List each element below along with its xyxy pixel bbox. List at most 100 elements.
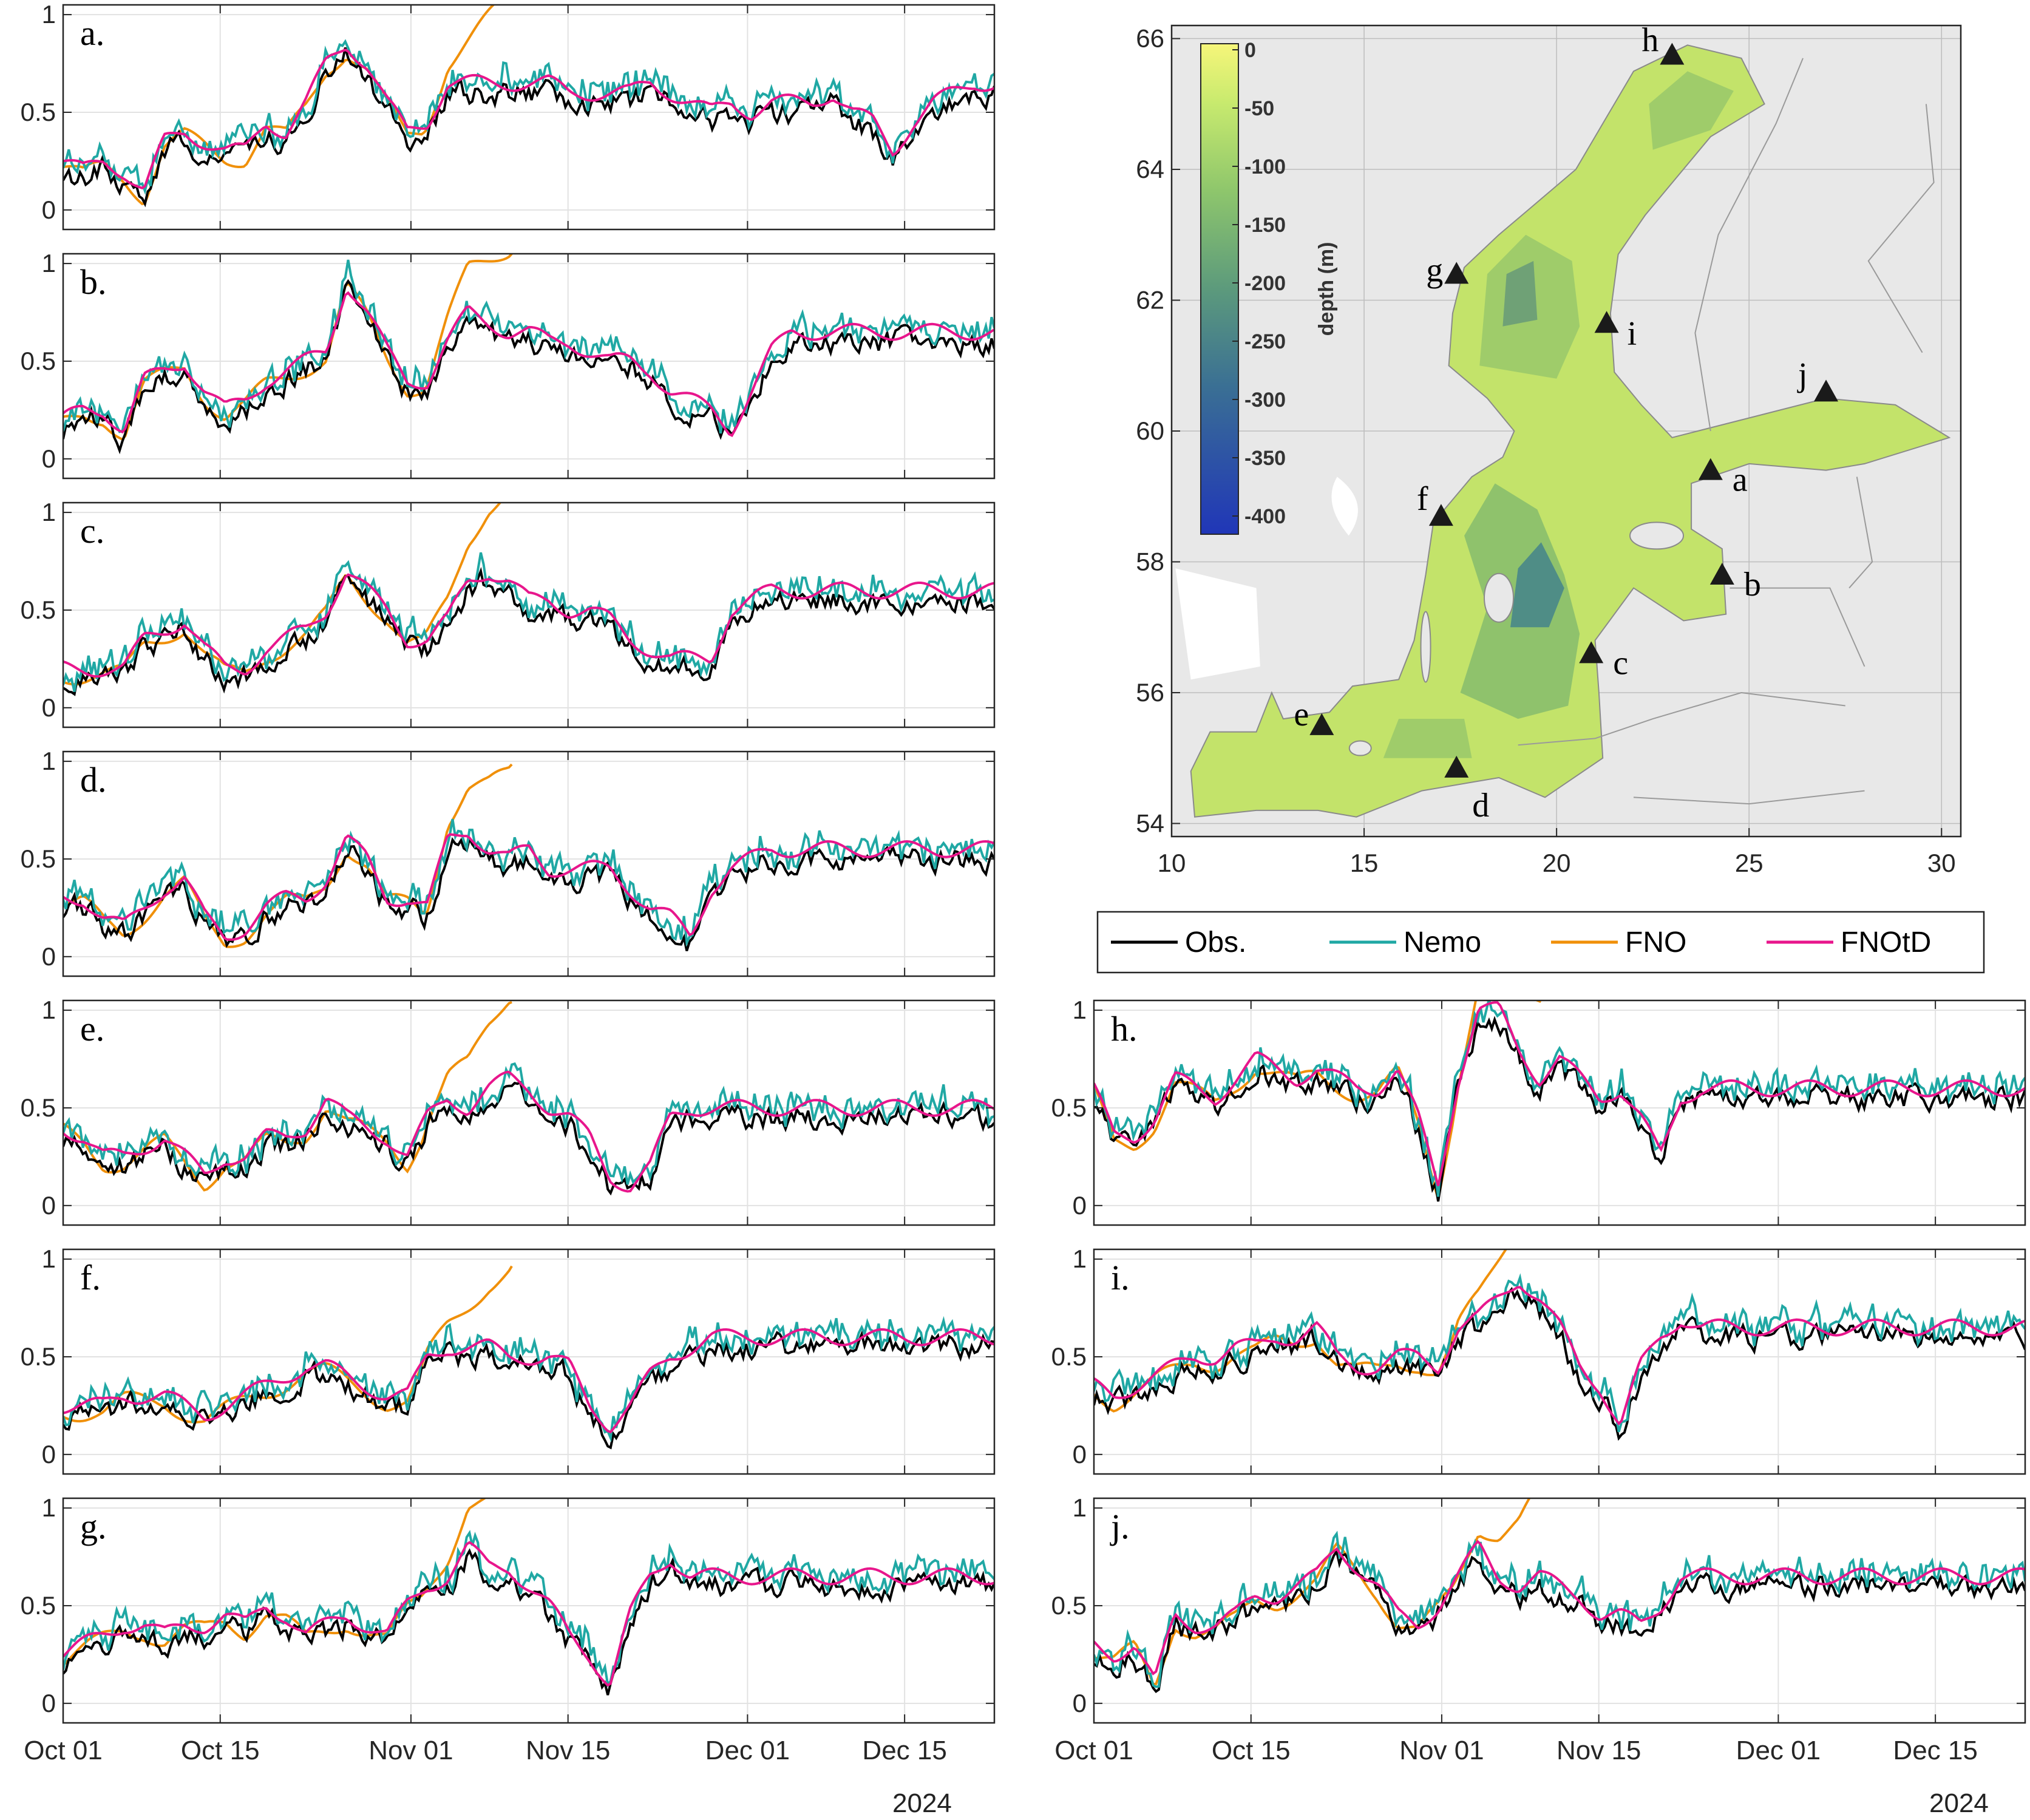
colorbar-tick-label: -200 — [1244, 272, 1286, 295]
station-label-c: c — [1613, 644, 1628, 682]
series-fnotd — [1094, 1001, 2025, 1186]
country-border — [1633, 790, 1865, 805]
station-marker-g — [1444, 262, 1469, 284]
axes-frame — [62, 501, 996, 728]
island-gotland — [1484, 572, 1515, 623]
y-tick-label: 1 — [42, 1493, 56, 1522]
map-x-tick-label: 15 — [1350, 849, 1379, 877]
axes-frame — [62, 1497, 996, 1724]
colorbar-tick-label: -400 — [1244, 505, 1286, 528]
series-obs — [1094, 1286, 2025, 1441]
y-tick-label: 1 — [1073, 1244, 1087, 1273]
sea-basin — [1510, 542, 1564, 628]
series-obs — [63, 279, 994, 455]
panel-label: i. — [1111, 1258, 1130, 1297]
x-tick-label: Oct 15 — [1212, 1736, 1291, 1765]
legend-label-nemo: Nemo — [1404, 926, 1481, 959]
y-tick-label: 0.5 — [21, 1093, 56, 1122]
island-bornholm — [1348, 740, 1372, 756]
y-tick-label: 0 — [42, 195, 56, 224]
series-nemo — [1094, 1273, 2025, 1433]
legend-label-fnotd: FNOtD — [1841, 926, 1931, 959]
series-fnotd — [63, 573, 994, 678]
y-tick-label: 0.5 — [21, 98, 56, 126]
map-y-tick-label: 66 — [1136, 24, 1164, 53]
y-tick-label: 1 — [42, 996, 56, 1024]
map-x-tick-label: 25 — [1735, 849, 1764, 877]
colorbar — [1200, 43, 1239, 535]
series-nemo — [63, 1530, 994, 1688]
station-marker-f — [1428, 504, 1453, 526]
x-tick-label: Oct 01 — [1054, 1736, 1133, 1765]
x-tick-label: Dec 01 — [705, 1736, 790, 1765]
y-tick-label: 0.5 — [21, 844, 56, 873]
panel-j: 0 0.5 1 j. Oct 01 Oct 15 Nov 01 Nov 15 Dec 01 Dec… — [1051, 1493, 2026, 1765]
axes-frame — [62, 253, 996, 480]
series-obs — [63, 47, 994, 208]
axes-frame — [62, 4, 996, 231]
series-nemo — [63, 818, 994, 948]
colorbar-label: depth (m) — [1315, 242, 1338, 336]
map-y-tick-label: 54 — [1136, 809, 1164, 837]
axes-frame — [62, 999, 996, 1226]
map-y-tick-label: 56 — [1136, 678, 1164, 707]
panel-d: 0 0.5 1 d. — [21, 747, 996, 977]
station-label-d: d — [1472, 787, 1489, 824]
panel-e: 0 0.5 1 e. — [21, 996, 996, 1226]
y-tick-label: 0.5 — [21, 1591, 56, 1620]
panel-label: g. — [80, 1507, 107, 1546]
y-tick-label: 0.5 — [1051, 1342, 1087, 1371]
axes-frame — [62, 750, 996, 977]
y-tick-label: 0.5 — [1051, 1093, 1087, 1122]
year-label-left: 2024 — [892, 1788, 952, 1818]
colorbar-tick-label: -50 — [1244, 97, 1274, 120]
panel-label: d. — [80, 760, 107, 800]
series-fno — [1094, 1000, 1542, 1200]
series-fnotd — [63, 1070, 994, 1193]
panel-label: e. — [80, 1009, 104, 1048]
y-tick-label: 1 — [42, 249, 56, 277]
station-label-g: g — [1426, 251, 1443, 289]
station-label-e: e — [1294, 696, 1309, 733]
map-y-tick-label: 58 — [1136, 547, 1164, 576]
sea-basin — [1649, 71, 1734, 150]
series-fno — [63, 1498, 487, 1667]
map-y-tick-label: 60 — [1136, 416, 1164, 445]
colorbar-tick-label: -150 — [1244, 214, 1286, 237]
y-tick-label: 0 — [1073, 1689, 1087, 1717]
panel-c: 0 0.5 1 c. — [21, 498, 996, 728]
station-marker-a — [1698, 458, 1723, 480]
series-fnotd — [63, 48, 994, 190]
axes-frame — [1093, 1248, 2026, 1475]
panel-h: 0 0.5 1 h. — [1051, 996, 2026, 1226]
series-obs — [1094, 1016, 2025, 1202]
y-tick-label: 0 — [42, 942, 56, 971]
series-fno — [63, 5, 495, 206]
series-obs — [63, 1081, 994, 1196]
series-fnotd — [63, 833, 994, 941]
panel-label: j. — [1110, 1507, 1130, 1546]
y-tick-label: 0 — [42, 1440, 56, 1469]
colorbar-tick-label: -100 — [1244, 155, 1286, 178]
panel-label: h. — [1111, 1009, 1138, 1048]
station-marker-i — [1594, 311, 1619, 333]
series-nemo — [63, 1062, 994, 1185]
station-label-b: b — [1744, 566, 1761, 603]
x-tick-label: Oct 01 — [24, 1736, 103, 1765]
panel-label: a. — [80, 13, 104, 53]
colorbar-tick-label: -350 — [1244, 447, 1286, 470]
station-marker-d — [1444, 755, 1469, 778]
map-x-tick-label: 10 — [1158, 849, 1186, 877]
island-oland — [1420, 611, 1431, 683]
station-marker-h — [1660, 42, 1685, 65]
y-tick-label: 0.5 — [21, 347, 56, 375]
y-tick-label: 0 — [42, 693, 56, 722]
series-obs — [63, 835, 994, 951]
x-tick-label: Dec 01 — [1736, 1736, 1821, 1765]
sea-basin — [1383, 719, 1472, 758]
panel-a: 0 0.5 1 a. — [21, 0, 996, 231]
colorbar-tick-label: 0 — [1244, 39, 1256, 62]
legend: Obs. Nemo FNO FNOtD — [1096, 911, 1985, 974]
x-tick-label: Nov 15 — [526, 1736, 610, 1765]
panel-g: 0 0.5 1 g. Oct 01 Oct 15 Nov 01 Nov 15 Dec 01 Dec… — [21, 1493, 996, 1765]
